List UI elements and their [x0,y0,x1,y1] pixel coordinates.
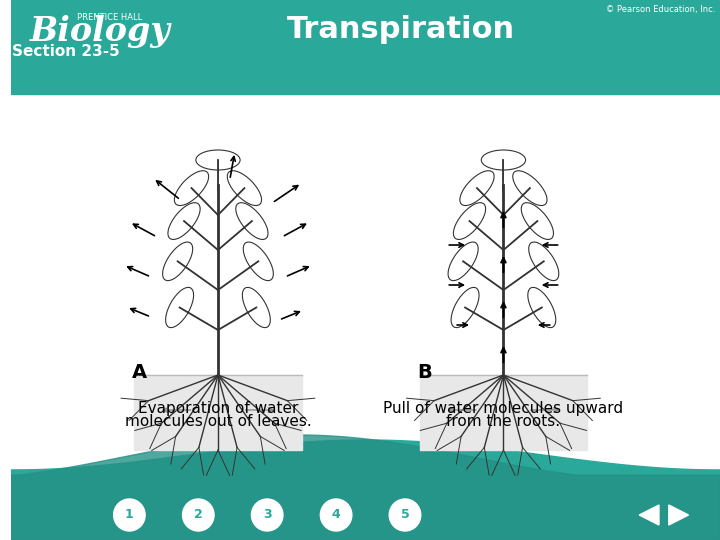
Text: Evaporation of water: Evaporation of water [138,401,298,415]
Polygon shape [669,505,688,525]
Text: 1: 1 [125,509,134,522]
Bar [420,375,587,450]
Circle shape [183,499,214,531]
Bar [12,0,720,94]
Text: 5: 5 [400,509,410,522]
Text: PRENTICE HALL: PRENTICE HALL [77,14,143,23]
Text: Biology: Biology [30,16,170,49]
Circle shape [390,499,420,531]
Polygon shape [12,76,720,94]
Bar [12,70,720,470]
Text: 2: 2 [194,509,202,522]
Text: molecules out of leaves.: molecules out of leaves. [125,415,311,429]
Text: 4: 4 [332,509,341,522]
Polygon shape [12,435,720,540]
Text: from the roots.: from the roots. [446,415,560,429]
Text: B: B [418,362,432,381]
Circle shape [320,499,352,531]
Text: A: A [132,362,147,381]
Text: 3: 3 [263,509,271,522]
Text: © Pearson Education, Inc.: © Pearson Education, Inc. [606,5,715,14]
Polygon shape [12,440,720,540]
Text: Pull of water molecules upward: Pull of water molecules upward [383,401,624,415]
Circle shape [251,499,283,531]
Bar [12,470,720,540]
Bar [135,375,302,450]
Text: Transpiration: Transpiration [287,16,515,44]
Circle shape [114,499,145,531]
Text: Section 23-5: Section 23-5 [12,44,120,59]
Polygon shape [639,505,659,525]
